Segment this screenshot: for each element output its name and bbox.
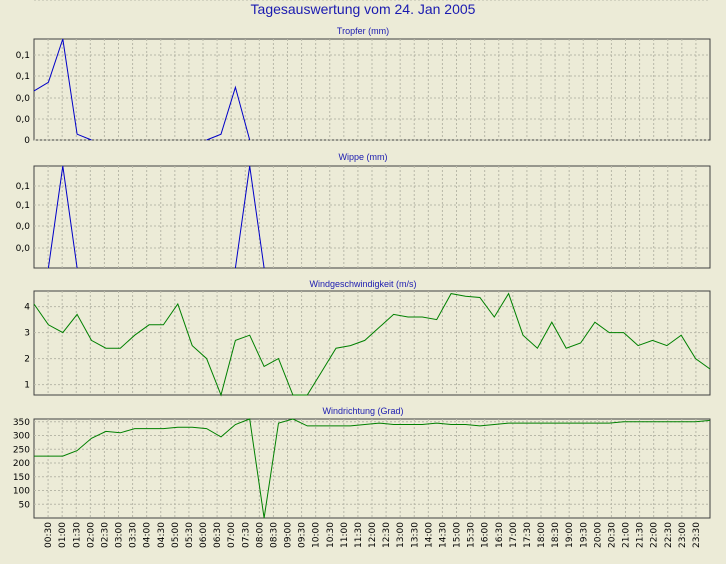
panel-1-ytick-label: 0	[24, 136, 30, 146]
x-tick-label: 14:00	[424, 522, 434, 548]
x-tick-label: 18:30	[551, 522, 561, 548]
panel-3-ytick-label: 3	[24, 329, 30, 339]
x-tick-label: 12:00	[368, 522, 378, 548]
panel-4-ytick-label: 150	[13, 473, 30, 483]
panel-4-series-line	[34, 418, 711, 519]
x-tick-label: 17:00	[509, 522, 519, 548]
x-tick-label: 04:30	[157, 522, 167, 548]
panel-3-ytick-label: 1	[24, 381, 30, 391]
x-tick-label: 20:00	[593, 522, 603, 548]
x-tick-label: 13:00	[396, 522, 406, 548]
panel-2-frame	[33, 165, 711, 269]
panel-4-ytick-label: 100	[13, 487, 30, 497]
x-tick-label: 02:30	[100, 522, 110, 548]
panel-3-title: Windgeschwindigkeit (m/s)	[309, 279, 417, 289]
x-tick-label: 00:30	[44, 522, 54, 548]
x-tick-label: 10:00	[312, 522, 322, 548]
panel-1-ytick-label: 0,0	[16, 94, 31, 104]
x-tick-label: 13:30	[410, 522, 420, 548]
x-tick-label: 10:30	[326, 522, 336, 548]
panel-4-ytick-label: 350	[13, 418, 30, 428]
panel-3-ytick-label: 4	[24, 303, 30, 313]
x-tick-label: 15:30	[467, 522, 477, 548]
panel-2-series-line	[47, 165, 78, 269]
x-tick-label: 23:30	[692, 522, 702, 548]
panel-2-ytick-label: 0,0	[16, 222, 31, 232]
panel-2-title: Wippe (mm)	[338, 152, 388, 162]
panel-2-ytick-label: 0,1	[16, 182, 30, 192]
x-tick-label: 01:00	[58, 522, 68, 548]
x-tick-label: 19:00	[565, 522, 575, 548]
x-tick-label: 08:30	[269, 522, 279, 548]
x-tick-label: 16:30	[495, 522, 505, 548]
panel-2-ytick-label: 0	[24, 0, 30, 3]
x-tick-label: 03:00	[115, 522, 125, 548]
x-tick-label: 11:30	[354, 522, 364, 548]
x-tick-label: 07:00	[227, 522, 237, 548]
panel-4-title: Windrichtung (Grad)	[322, 406, 404, 416]
x-tick-label: 11:00	[340, 522, 350, 548]
main-title: Tagesauswertung vom 24. Jan 2005	[250, 1, 476, 17]
x-tick-label: 18:00	[537, 522, 547, 548]
panel-1-series-line	[206, 85, 251, 141]
x-tick-label: 05:30	[185, 522, 195, 548]
x-tick-label: 06:30	[213, 522, 223, 548]
panel-2-series-line	[234, 165, 265, 269]
panel-2-ytick-label: 0,0	[16, 244, 31, 254]
x-tick-label: 02:00	[86, 522, 96, 548]
x-tick-label: 22:00	[650, 522, 660, 548]
panel-1-ytick-label: 0,1	[16, 51, 30, 61]
panel-4-ytick-label: 200	[13, 459, 30, 469]
x-tick-label: 08:00	[255, 522, 265, 548]
x-tick-label: 04:00	[143, 522, 153, 548]
panel-1-ytick-label: 0,1	[16, 72, 30, 82]
panel-1-title: Tropfer (mm)	[336, 26, 390, 36]
x-tick-label: 16:00	[481, 522, 491, 548]
x-tick-label: 14:30	[438, 522, 448, 548]
panel-4-ytick-label: 250	[13, 445, 30, 455]
x-tick-label: 05:00	[171, 522, 181, 548]
x-tick-label: 17:30	[523, 522, 533, 548]
x-tick-label: 09:00	[284, 522, 294, 548]
x-tick-label: 23:00	[678, 522, 688, 548]
x-tick-label: 07:30	[241, 522, 251, 548]
x-tick-label: 21:00	[622, 522, 632, 548]
x-tick-label: 20:30	[607, 522, 617, 548]
panel-4-ytick-label: 300	[13, 432, 30, 442]
panel-1-ytick-label: 0,0	[16, 115, 31, 125]
x-tick-label: 19:30	[579, 522, 589, 548]
panel-3-series-line	[33, 292, 711, 397]
x-tick-label: 09:30	[298, 522, 308, 548]
x-tick-label: 12:30	[382, 522, 392, 548]
x-tick-label: 22:30	[664, 522, 674, 548]
x-tick-label: 03:30	[129, 522, 139, 548]
panel-2-ytick-label: 0,1	[16, 201, 30, 211]
panel-1-series-line	[33, 38, 92, 141]
x-tick-label: 15:00	[453, 522, 463, 548]
x-tick-label: 21:30	[636, 522, 646, 548]
x-tick-label: 06:00	[199, 522, 209, 548]
panel-4-ytick-label: 50	[19, 500, 31, 510]
panel-3-ytick-label: 2	[24, 355, 30, 365]
x-tick-label: 01:30	[72, 522, 82, 548]
